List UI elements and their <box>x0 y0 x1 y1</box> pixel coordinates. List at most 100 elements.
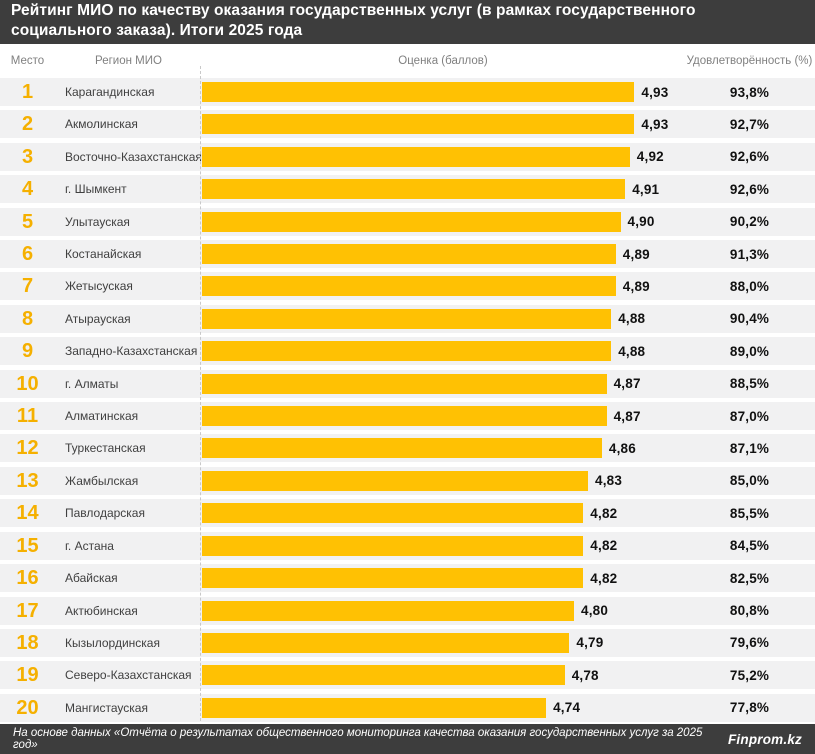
bar-cell: 4,91 <box>202 179 684 200</box>
region-label: Восточно-Казахстанская <box>65 149 202 164</box>
region-label: Мангистауская <box>65 700 148 715</box>
region-label: Абайская <box>65 571 118 586</box>
rank-number: 19 <box>16 664 39 687</box>
column-header-rank: Место <box>10 55 45 67</box>
table-row: 12 Туркестанская 4,86 87,1% <box>0 434 815 463</box>
bar-cell: 4,78 <box>202 665 684 686</box>
region-label: г. Алматы <box>65 376 119 391</box>
score-label: 4,93 <box>641 116 669 132</box>
bar-cell: 4,83 <box>202 470 684 491</box>
score-label: 4,80 <box>581 603 609 618</box>
rank-number: 20 <box>16 696 39 719</box>
score-bar <box>202 535 584 556</box>
satisfaction-label: 93,8% <box>729 84 770 100</box>
satisfaction-label: 92,7% <box>729 116 770 132</box>
region-label: Жетысуская <box>65 279 133 294</box>
score-label: 4,86 <box>608 440 636 456</box>
bar-cell: 4,79 <box>202 632 684 653</box>
region-label: г. Астана <box>65 538 114 553</box>
rank-number: 4 <box>21 178 34 201</box>
region-label: Жамбылская <box>65 473 139 488</box>
brand-logo-text: Finprom.kz <box>727 731 802 747</box>
region-label: г. Шымкент <box>65 182 127 197</box>
score-bar <box>202 341 612 362</box>
ranking-rows: 1 Карагандинская 4,93 93,8% 2 Акмолинска… <box>0 78 815 724</box>
score-label: 4,82 <box>590 570 618 586</box>
rank-number: 5 <box>21 210 34 233</box>
score-label: 4,88 <box>618 311 646 327</box>
score-label: 4,91 <box>632 181 660 197</box>
score-bar <box>202 665 565 686</box>
region-label: Северо-Казахстанская <box>65 668 192 683</box>
score-bar <box>202 244 616 265</box>
score-label: 4,87 <box>613 408 641 424</box>
score-label: 4,87 <box>613 376 641 392</box>
score-label: 4,83 <box>595 473 623 489</box>
region-label: Кызылординская <box>65 635 160 650</box>
score-bar <box>202 470 588 491</box>
table-row: 20 Мангистауская 4,74 77,8% <box>0 693 815 722</box>
score-bar <box>202 568 584 589</box>
bar-cell: 4,90 <box>202 211 684 232</box>
satisfaction-label: 89,0% <box>729 343 770 359</box>
bar-cell: 4,86 <box>202 438 684 459</box>
satisfaction-label: 85,5% <box>729 505 770 521</box>
score-label: 4,79 <box>576 635 604 651</box>
rank-number: 18 <box>16 631 39 654</box>
score-label: 4,89 <box>622 278 650 294</box>
score-bar <box>202 82 635 102</box>
satisfaction-label: 88,5% <box>729 376 770 392</box>
bar-cell: 4,88 <box>202 308 684 329</box>
region-label: Западно-Казахстанская <box>65 344 198 359</box>
region-label: Актюбинская <box>65 603 138 618</box>
table-row: 19 Северо-Казахстанская 4,78 75,2% <box>0 661 815 690</box>
table-row: 9 Западно-Казахстанская 4,88 89,0% <box>0 337 815 366</box>
rank-number: 7 <box>21 275 34 298</box>
bar-cell: 4,87 <box>202 406 684 427</box>
bar-cell: 4,89 <box>202 276 684 297</box>
bar-cell: 4,87 <box>202 373 684 394</box>
table-row: 2 Акмолинская 4,93 92,7% <box>0 110 815 139</box>
rank-number: 11 <box>16 405 39 428</box>
rank-number: 1 <box>21 81 34 103</box>
rank-number: 9 <box>21 340 34 363</box>
table-row: 16 Абайская 4,82 82,5% <box>0 564 815 593</box>
table-row: 6 Костанайская 4,89 91,3% <box>0 240 815 269</box>
bar-cell: 4,82 <box>202 503 684 524</box>
axis-baseline-dashed-line <box>200 66 201 721</box>
score-bar <box>202 632 570 653</box>
rank-number: 12 <box>16 437 39 460</box>
satisfaction-label: 90,2% <box>729 214 770 230</box>
score-label: 4,82 <box>590 505 618 521</box>
satisfaction-label: 85,0% <box>729 473 770 489</box>
score-bar <box>202 211 621 232</box>
bar-cell: 4,74 <box>202 697 684 718</box>
satisfaction-label: 84,5% <box>729 538 770 554</box>
score-bar <box>202 308 612 329</box>
satisfaction-label: 91,3% <box>729 246 770 262</box>
satisfaction-label: 77,8% <box>729 700 770 716</box>
satisfaction-label: 88,0% <box>729 278 770 294</box>
rank-number: 3 <box>21 145 34 168</box>
column-header-region: Регион МИО <box>95 55 162 67</box>
rank-number: 8 <box>21 307 34 330</box>
page-title: Рейтинг МИО по качеству оказания государ… <box>11 2 696 39</box>
score-bar <box>202 179 626 200</box>
satisfaction-label: 87,1% <box>729 440 770 456</box>
title-bar: Рейтинг МИО по качеству оказания государ… <box>0 0 815 44</box>
table-row: 1 Карагандинская 4,93 93,8% <box>0 78 815 106</box>
satisfaction-label: 75,2% <box>729 667 770 683</box>
score-bar <box>202 600 574 621</box>
score-label: 4,74 <box>553 700 581 716</box>
table-row: 15 г. Астана 4,82 84,5% <box>0 531 815 560</box>
region-label: Павлодарская <box>65 506 145 521</box>
table-row: 13 Жамбылская 4,83 85,0% <box>0 466 815 495</box>
rank-number: 15 <box>16 534 39 557</box>
table-row: 8 Атырауская 4,88 90,4% <box>0 304 815 333</box>
score-label: 4,78 <box>571 667 599 683</box>
score-bar <box>202 373 607 394</box>
score-bar <box>202 276 616 297</box>
score-label: 4,93 <box>641 84 669 100</box>
column-header-score: Оценка (баллов) <box>398 55 488 67</box>
bar-cell: 4,93 <box>202 82 684 102</box>
